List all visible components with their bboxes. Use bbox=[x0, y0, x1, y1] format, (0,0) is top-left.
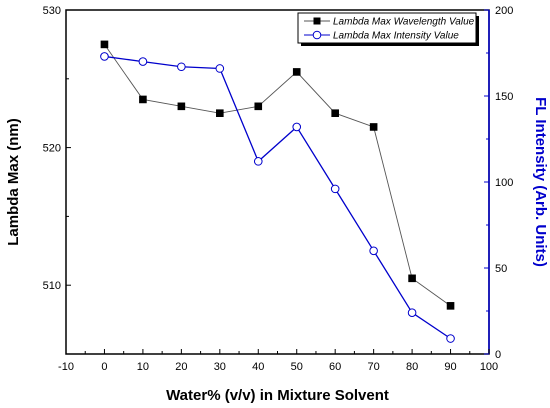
intensity-point bbox=[100, 52, 109, 61]
intensity-point bbox=[177, 62, 186, 72]
x-tick-label: 50 bbox=[291, 361, 303, 373]
x-tick-label: 100 bbox=[480, 361, 498, 373]
legend-shadow-bottom bbox=[301, 43, 479, 46]
legend-marker-intensity bbox=[312, 30, 322, 40]
legend: Lambda Max Wavelength Value Lambda Max I… bbox=[297, 12, 479, 46]
series-markers bbox=[100, 40, 455, 343]
x-axis-ticks: -10 0 10 20 30 40 50 60 70 80 90 100 bbox=[58, 349, 498, 373]
x-tick-label: 30 bbox=[214, 361, 226, 373]
wavelength-point bbox=[254, 102, 263, 111]
wavelength-point bbox=[331, 109, 339, 117]
intensity-point bbox=[407, 308, 417, 318]
wavelength-point bbox=[100, 40, 109, 49]
y-left-tick-label: 510 bbox=[43, 280, 61, 292]
intensity-point bbox=[292, 122, 302, 132]
wavelength-point bbox=[216, 109, 224, 117]
legend-label-intensity: Lambda Max Intensity Value bbox=[333, 31, 459, 42]
legend-marker-wavelength bbox=[313, 17, 321, 25]
wavelength-point bbox=[292, 68, 301, 76]
x-tick-label: 0 bbox=[101, 361, 107, 373]
series-lines bbox=[104, 44, 451, 340]
intensity-point bbox=[369, 246, 378, 256]
x-tick-label: -10 bbox=[58, 361, 74, 373]
plot-frame bbox=[65, 9, 490, 355]
y-right-tick-label: 50 bbox=[495, 263, 507, 275]
x-tick-label: 20 bbox=[175, 361, 187, 373]
x-tick-label: 80 bbox=[406, 361, 418, 373]
y-right-axis-ticks: 0 50 100 150 200 bbox=[484, 5, 513, 361]
y-left-tick-label: 520 bbox=[43, 143, 61, 155]
y-right-tick-label: 200 bbox=[495, 5, 513, 17]
legend-shadow-right bbox=[476, 16, 479, 46]
series-line-intensity bbox=[104, 55, 451, 340]
x-tick-label: 90 bbox=[444, 361, 456, 373]
x-axis-label: Water% (v/v) in Mixture Solvent bbox=[166, 387, 389, 404]
y-right-tick-label: 150 bbox=[495, 91, 513, 103]
y-right-tick-label: 100 bbox=[495, 177, 513, 189]
y-left-axis-ticks: 510 520 530 bbox=[43, 5, 71, 355]
x-tick-label: 10 bbox=[137, 361, 149, 373]
y-left-tick-label: 530 bbox=[43, 5, 61, 17]
intensity-point bbox=[215, 64, 225, 73]
wavelength-point bbox=[139, 95, 147, 104]
intensity-point bbox=[446, 334, 455, 343]
wavelength-point bbox=[177, 102, 186, 111]
wavelength-point bbox=[369, 123, 378, 131]
wavelength-point bbox=[446, 302, 455, 310]
wavelength-point bbox=[408, 274, 416, 283]
intensity-point bbox=[253, 157, 263, 166]
legend-frame bbox=[297, 12, 477, 44]
x-tick-label: 40 bbox=[252, 361, 264, 373]
y-right-axis-label: FL Intensity (Arb. Units) bbox=[532, 97, 549, 267]
y-left-axis-label: Lambda Max (nm) bbox=[5, 118, 22, 246]
y-right-tick-label: 0 bbox=[495, 349, 501, 361]
x-tick-label: 70 bbox=[368, 361, 380, 373]
x-tick-label: 60 bbox=[329, 361, 341, 373]
series-line-wavelength bbox=[104, 44, 451, 307]
intensity-point bbox=[138, 57, 148, 66]
intensity-point bbox=[330, 184, 340, 194]
legend-label-wavelength: Lambda Max Wavelength Value bbox=[333, 17, 475, 28]
